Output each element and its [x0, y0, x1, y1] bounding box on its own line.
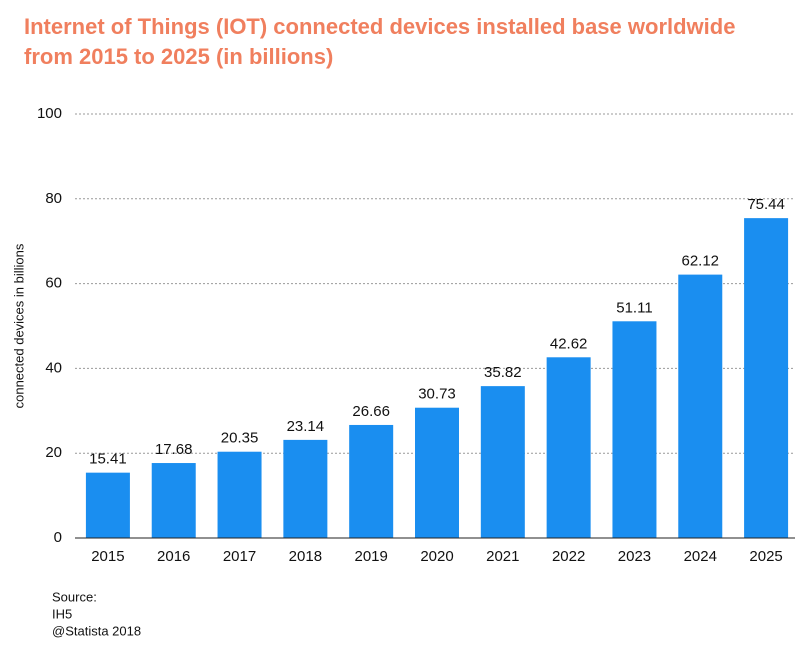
chart-title: Internet of Things (IOT) connected devic… — [24, 14, 735, 39]
bar — [349, 424, 394, 538]
y-tick-label: 80 — [45, 190, 62, 207]
x-tick-label: 2016 — [157, 548, 190, 565]
y-tick-label: 0 — [54, 529, 62, 546]
x-tick-label: 2025 — [749, 548, 782, 565]
bar — [678, 274, 723, 538]
value-label: 75.44 — [747, 196, 785, 213]
bar — [415, 407, 459, 538]
bar — [151, 463, 196, 538]
x-tick-label: 2024 — [684, 548, 717, 565]
x-tick-label: 2019 — [354, 548, 387, 565]
chart-title: from 2015 to 2025 (in billions) — [24, 44, 333, 69]
y-tick-label: 20 — [45, 444, 62, 461]
value-label: 62.12 — [681, 253, 719, 270]
value-label: 30.73 — [418, 386, 456, 403]
bar — [85, 472, 130, 538]
source: @Statista 2018 — [52, 623, 141, 638]
bar — [283, 439, 328, 538]
y-tick-label: 60 — [45, 275, 62, 292]
bar — [744, 218, 789, 538]
y-tick-label: 100 — [37, 105, 62, 122]
bar — [217, 451, 262, 538]
x-tick-label: 2022 — [552, 548, 585, 565]
value-label: 23.14 — [287, 418, 325, 435]
x-tick-label: 2020 — [420, 548, 453, 565]
value-label: 17.68 — [155, 441, 193, 458]
value-label: 26.66 — [352, 403, 390, 420]
value-label: 15.41 — [89, 451, 127, 468]
value-label: 42.62 — [550, 335, 588, 352]
y-axis-label: connected devices in billions — [11, 243, 26, 408]
bar — [612, 321, 657, 538]
x-tick-label: 2021 — [486, 548, 519, 565]
x-tick-label: 2018 — [289, 548, 322, 565]
source: Source: — [52, 589, 97, 604]
bar — [480, 386, 525, 538]
y-tick-label: 40 — [45, 359, 62, 376]
value-label: 51.11 — [616, 299, 652, 316]
bar — [546, 357, 591, 538]
x-tick-label: 2023 — [618, 548, 651, 565]
value-label: 20.35 — [221, 430, 259, 447]
source: IH5 — [52, 606, 72, 621]
value-label: 35.82 — [484, 364, 522, 381]
x-tick-label: 2017 — [223, 548, 256, 565]
x-tick-label: 2015 — [91, 548, 124, 565]
